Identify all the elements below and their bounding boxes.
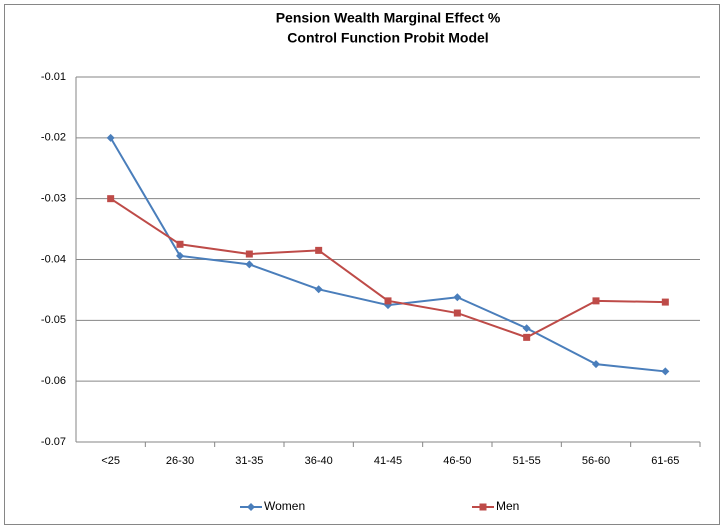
legend-label: Women	[264, 499, 305, 513]
data-point	[592, 297, 600, 305]
data-point	[384, 297, 392, 305]
x-tick-label: <25	[101, 455, 120, 467]
x-tick-label: 41-45	[374, 455, 402, 467]
data-point	[106, 133, 115, 142]
y-tick-label: -0.05	[41, 314, 66, 326]
legend-marker	[247, 503, 255, 511]
y-tick-label: -0.07	[41, 436, 66, 448]
data-point	[661, 367, 670, 376]
y-tick-label: -0.01	[41, 71, 66, 83]
chart-subtitle: Control Function Probit Model	[287, 30, 488, 46]
data-point	[176, 251, 184, 260]
y-tick-label: -0.06	[41, 375, 66, 387]
data-point	[314, 285, 323, 294]
legend-marker	[479, 503, 487, 511]
legend-label: Men	[496, 499, 519, 513]
data-point	[176, 240, 184, 248]
x-tick-label: 61-65	[651, 455, 679, 467]
x-tick-label: 51-55	[513, 455, 541, 467]
data-point	[453, 293, 462, 302]
data-point	[107, 195, 115, 203]
data-point	[245, 260, 254, 269]
data-point	[245, 250, 253, 258]
data-point	[592, 360, 600, 369]
y-tick-label: -0.02	[41, 132, 66, 144]
x-tick-label: 56-60	[582, 455, 610, 467]
data-point	[523, 333, 531, 341]
chart-title: Pension Wealth Marginal Effect %	[276, 10, 501, 26]
data-point	[522, 324, 531, 333]
x-tick-label: 36-40	[305, 455, 333, 467]
data-point	[315, 246, 323, 254]
chart-border	[4, 4, 720, 525]
data-point	[661, 298, 669, 306]
x-tick-label: 26-30	[166, 455, 194, 467]
y-tick-label: -0.04	[41, 253, 66, 265]
data-point	[453, 309, 461, 317]
y-tick-label: -0.03	[41, 193, 66, 205]
x-tick-label: 46-50	[443, 455, 471, 467]
x-tick-label: 31-35	[235, 455, 263, 467]
